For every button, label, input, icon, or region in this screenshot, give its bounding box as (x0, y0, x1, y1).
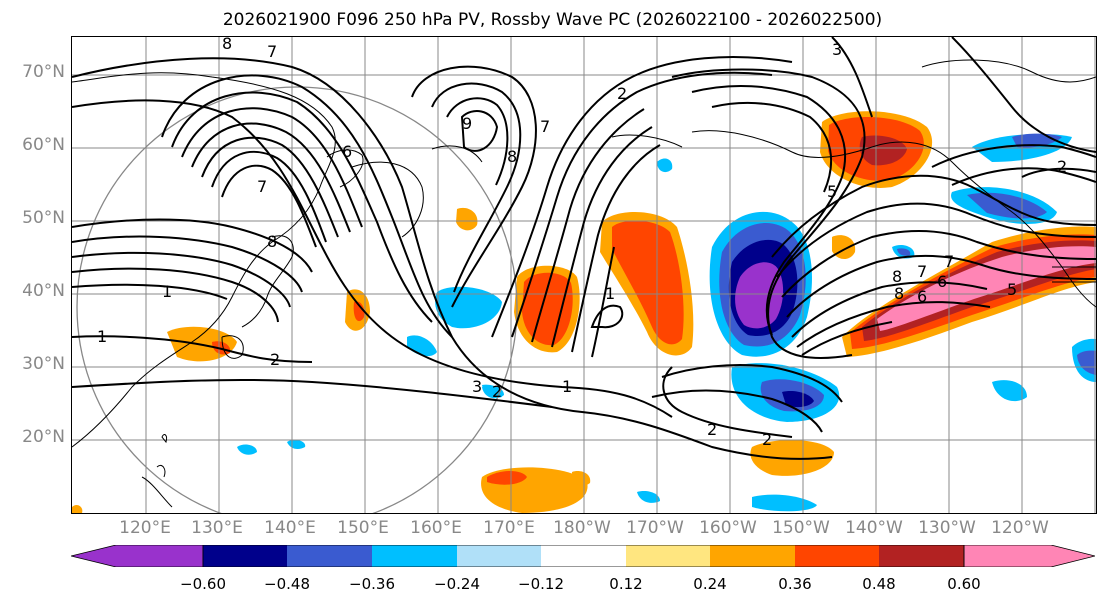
colorbar-segment (710, 545, 795, 567)
contour-label: 7 (540, 117, 550, 136)
contour-label: 2 (707, 420, 717, 439)
colorbar-segment (626, 545, 710, 567)
colorbar-tick-label: 0.24 (693, 575, 727, 593)
colorbar-segment (372, 545, 457, 567)
pv-contours (72, 37, 1096, 460)
contour-label: 8 (222, 37, 232, 53)
contour-labels: 8 7 7 6 8 9 8 3 2 7 5 1 1 2 3 2 1 1 2 2 … (97, 37, 1067, 449)
contour-label: 5 (827, 182, 837, 201)
lat-label-50n: 50°N (22, 208, 65, 228)
contour-label: 6 (342, 142, 352, 161)
contour-label: 6 (937, 272, 947, 291)
map-panel: 8 7 7 6 8 9 8 3 2 7 5 1 1 2 3 2 1 1 2 2 … (71, 36, 1097, 514)
contour-label: 3 (832, 40, 842, 59)
lon-label-150w: 150°W (772, 518, 830, 538)
contour-label: 2 (270, 350, 280, 369)
lon-label-120w: 120°W (991, 518, 1049, 538)
reference-circle (76, 86, 518, 513)
lon-label-140e: 140°E (264, 518, 316, 538)
colorbar-tick-label: −0.24 (434, 575, 480, 593)
colorbar-segment (541, 545, 626, 567)
lon-label-120e: 120°E (119, 518, 171, 538)
graticule (72, 37, 1096, 513)
colorbar-tick-label: −0.60 (180, 575, 226, 593)
colorbar-extend-high (963, 544, 1096, 568)
colorbar-tick-label: 0.12 (609, 575, 643, 593)
contour-label: 1 (162, 282, 172, 301)
contour-label: 8 (507, 147, 517, 166)
contour-label: 7 (267, 42, 277, 61)
colorbar-extend-low (70, 544, 204, 568)
contour-label: 1 (605, 284, 615, 303)
lat-label-60n: 60°N (22, 135, 65, 155)
contour-label: 2 (492, 382, 502, 401)
lon-label-130e: 130°E (191, 518, 243, 538)
contour-label: 7 (944, 252, 954, 271)
colorbar-segment (457, 545, 541, 567)
contour-label: 9 (462, 114, 472, 133)
lon-label-130w: 130°W (918, 518, 976, 538)
contour-label: 3 (472, 377, 482, 396)
lon-label-160w: 160°W (699, 518, 757, 538)
contour-label: 7 (917, 262, 927, 281)
contour-label: 8 (892, 267, 902, 286)
colorbar-tick-label: −0.36 (349, 575, 395, 593)
colorbar (70, 544, 1096, 571)
colorbar-segment (879, 545, 964, 567)
colorbar-tick-label: −0.48 (264, 575, 310, 593)
colorbar-tick-label: 0.60 (947, 575, 981, 593)
lat-label-20n: 20°N (22, 427, 65, 447)
lon-label-150e: 150°E (337, 518, 389, 538)
colorbar-tick-label: 0.36 (778, 575, 812, 593)
contour-label: 6 (917, 287, 927, 306)
lat-label-40n: 40°N (22, 281, 65, 301)
lat-label-30n: 30°N (22, 354, 65, 374)
colorbar-tick-label: 0.48 (862, 575, 896, 593)
contour-label: 5 (1007, 280, 1017, 299)
colorbar-tick-label: −0.12 (518, 575, 564, 593)
lon-label-170e: 170°E (483, 518, 535, 538)
pv-anomaly-fill (72, 111, 1096, 513)
contour-label: 8 (267, 232, 277, 251)
lon-label-180w: 180°W (553, 518, 611, 538)
contour-label: 7 (257, 177, 267, 196)
lon-label-140w: 140°W (845, 518, 903, 538)
contour-label: 2 (762, 430, 772, 449)
contour-label: 2 (1057, 157, 1067, 176)
contour-label: 2 (617, 84, 627, 103)
coastlines (72, 59, 1096, 508)
map-title: 2026021900 F096 250 hPa PV, Rossby Wave … (222, 10, 883, 30)
colorbar-segment (203, 545, 287, 567)
contour-label: 8 (894, 284, 904, 303)
contour-label: 1 (562, 377, 572, 396)
lon-label-160e: 160°E (410, 518, 462, 538)
colorbar-segment (795, 545, 879, 567)
contour-label: 1 (97, 327, 107, 346)
colorbar-segment (287, 545, 372, 567)
lon-label-170w: 170°W (626, 518, 684, 538)
lat-label-70n: 70°N (22, 62, 65, 82)
